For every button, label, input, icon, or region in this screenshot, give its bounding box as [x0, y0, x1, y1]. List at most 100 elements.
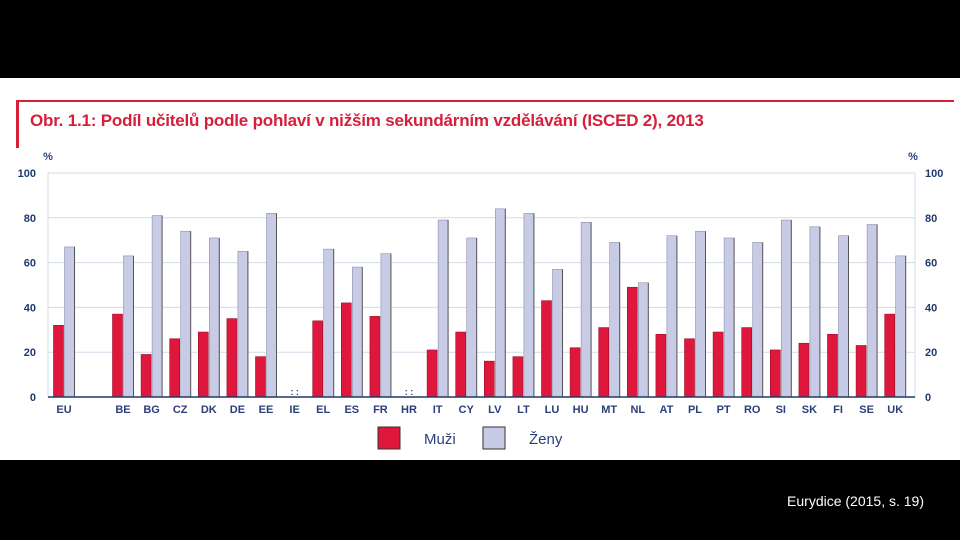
bar-men-ee — [255, 356, 266, 398]
bar-men-lv — [483, 360, 495, 398]
na-marker: : : — [405, 387, 414, 397]
title-accent — [16, 100, 19, 148]
x-label-fi: FI — [833, 404, 843, 416]
bar-men-hu — [569, 347, 581, 398]
bar-women-de — [237, 251, 249, 398]
x-label-pl: PL — [688, 404, 702, 416]
bar-men-fr — [369, 316, 381, 398]
legend-swatch-women — [482, 426, 506, 450]
x-label-si: SI — [776, 404, 786, 416]
x-label-ie: IE — [289, 404, 299, 416]
bar-women-pl — [695, 230, 706, 398]
x-label-it: IT — [433, 404, 443, 416]
bar-men-bg — [140, 354, 152, 398]
y-tick-left: 40 — [24, 302, 36, 314]
bar-men-lu — [541, 300, 552, 398]
y-tick-right: 40 — [925, 302, 937, 314]
bar-women-cy — [466, 237, 478, 398]
bar-men-nl — [626, 286, 638, 398]
bar-men-se — [855, 345, 867, 398]
bar-men-eu — [53, 325, 64, 398]
bar-men-cz — [169, 338, 180, 398]
x-label-at: AT — [659, 404, 673, 416]
bar-women-fi — [838, 235, 849, 398]
x-label-be: BE — [115, 404, 130, 416]
bar-women-ee — [266, 213, 277, 398]
bar-women-cz — [180, 230, 191, 398]
y-tick-right: 100 — [925, 168, 943, 180]
x-label-se: SE — [859, 404, 874, 416]
x-label-ee: EE — [259, 404, 274, 416]
legend-label-men: Muži — [424, 431, 456, 448]
bar-men-pt — [712, 331, 724, 398]
bar-women-hu — [580, 221, 592, 398]
y-tick-left: 80 — [24, 213, 36, 225]
x-label-lv: LV — [488, 404, 502, 416]
y-tick-left: 100 — [18, 168, 36, 180]
bar-women-sk — [809, 226, 821, 398]
y-tick-right: 60 — [925, 258, 937, 270]
bar-men-dk — [198, 331, 209, 398]
bar-men-uk — [884, 313, 896, 398]
bar-men-pl — [684, 338, 695, 398]
legend-swatch-men — [377, 426, 401, 450]
x-label-lu: LU — [545, 404, 560, 416]
x-label-fr: FR — [373, 404, 388, 416]
bar-men-be — [112, 313, 123, 398]
legend-label-women: Ženy — [529, 431, 563, 448]
bar-men-it — [426, 349, 438, 398]
y-unit-right: % — [908, 151, 918, 163]
y-tick-right: 0 — [925, 392, 931, 404]
source-caption: Eurydice (2015, s. 19) — [787, 493, 924, 509]
bar-men-fi — [827, 333, 838, 398]
bar-men-si — [769, 349, 781, 398]
x-label-dk: DK — [201, 404, 217, 416]
y-tick-right: 20 — [925, 347, 937, 359]
x-label-sk: SK — [802, 404, 817, 416]
bar-women-at — [666, 235, 678, 398]
x-label-eu: EU — [56, 404, 71, 416]
x-label-es: ES — [344, 404, 359, 416]
bar-women-eu — [64, 246, 75, 398]
bar-men-el — [312, 320, 324, 398]
x-label-nl: NL — [630, 404, 645, 416]
x-label-hr: HR — [401, 404, 417, 416]
bar-women-nl — [637, 282, 649, 398]
x-label-cy: CY — [459, 404, 475, 416]
bar-women-it — [437, 219, 449, 398]
na-marker: : : — [290, 387, 299, 397]
bar-men-cy — [455, 331, 467, 398]
bar-women-be — [123, 255, 134, 398]
title-rule — [16, 100, 954, 102]
bar-women-si — [780, 219, 792, 398]
bar-women-mt — [609, 242, 621, 398]
bar-women-el — [323, 248, 335, 398]
bar-women-es — [351, 266, 363, 398]
bar-men-de — [226, 318, 238, 398]
x-label-lt: LT — [517, 404, 530, 416]
y-tick-left: 0 — [30, 392, 36, 404]
bar-women-uk — [895, 255, 907, 398]
bar-men-ro — [741, 327, 753, 398]
x-label-hu: HU — [573, 404, 589, 416]
y-unit-left: % — [43, 151, 53, 163]
x-label-de: DE — [230, 404, 245, 416]
bar-women-fr — [380, 253, 392, 398]
x-label-mt: MT — [601, 404, 617, 416]
y-tick-right: 80 — [925, 213, 937, 225]
bar-women-se — [866, 224, 878, 398]
bar-women-bg — [151, 215, 163, 398]
bar-women-lu — [552, 269, 563, 398]
bar-women-lt — [523, 213, 535, 398]
bar-men-lt — [512, 356, 524, 398]
x-label-el: EL — [316, 404, 330, 416]
x-label-bg: BG — [143, 404, 160, 416]
x-label-cz: CZ — [173, 404, 188, 416]
bar-men-es — [340, 302, 352, 398]
y-tick-left: 20 — [24, 347, 36, 359]
bar-women-lv — [494, 208, 506, 398]
bar-men-mt — [598, 327, 610, 398]
chart-title: Obr. 1.1: Podíl učitelů podle pohlaví v … — [30, 111, 704, 130]
bar-women-dk — [209, 237, 220, 398]
